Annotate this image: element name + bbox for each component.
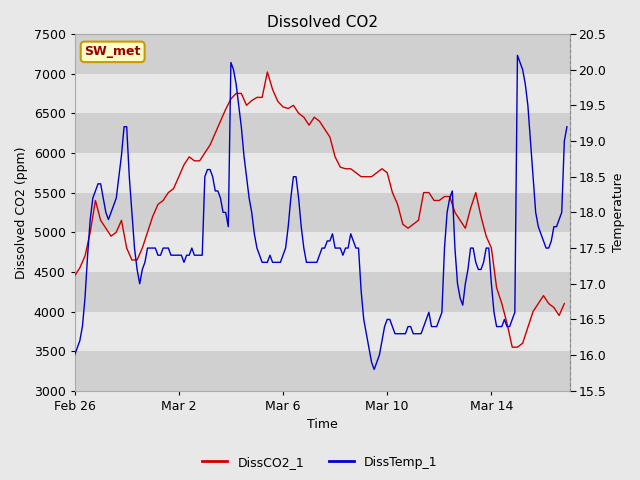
Y-axis label: Dissolved CO2 (ppm): Dissolved CO2 (ppm) bbox=[15, 146, 28, 278]
Bar bbox=[75, 73, 570, 113]
Bar bbox=[75, 113, 570, 153]
Bar bbox=[75, 192, 570, 232]
X-axis label: Time: Time bbox=[307, 419, 337, 432]
Bar bbox=[75, 351, 570, 391]
Text: SW_met: SW_met bbox=[84, 45, 141, 59]
Title: Dissolved CO2: Dissolved CO2 bbox=[267, 15, 378, 30]
Bar bbox=[75, 272, 570, 312]
Bar bbox=[75, 232, 570, 272]
Y-axis label: Temperature: Temperature bbox=[612, 173, 625, 252]
Legend: DissCO2_1, DissTemp_1: DissCO2_1, DissTemp_1 bbox=[197, 451, 443, 474]
Bar bbox=[75, 312, 570, 351]
Bar bbox=[75, 153, 570, 192]
Bar bbox=[75, 34, 570, 73]
